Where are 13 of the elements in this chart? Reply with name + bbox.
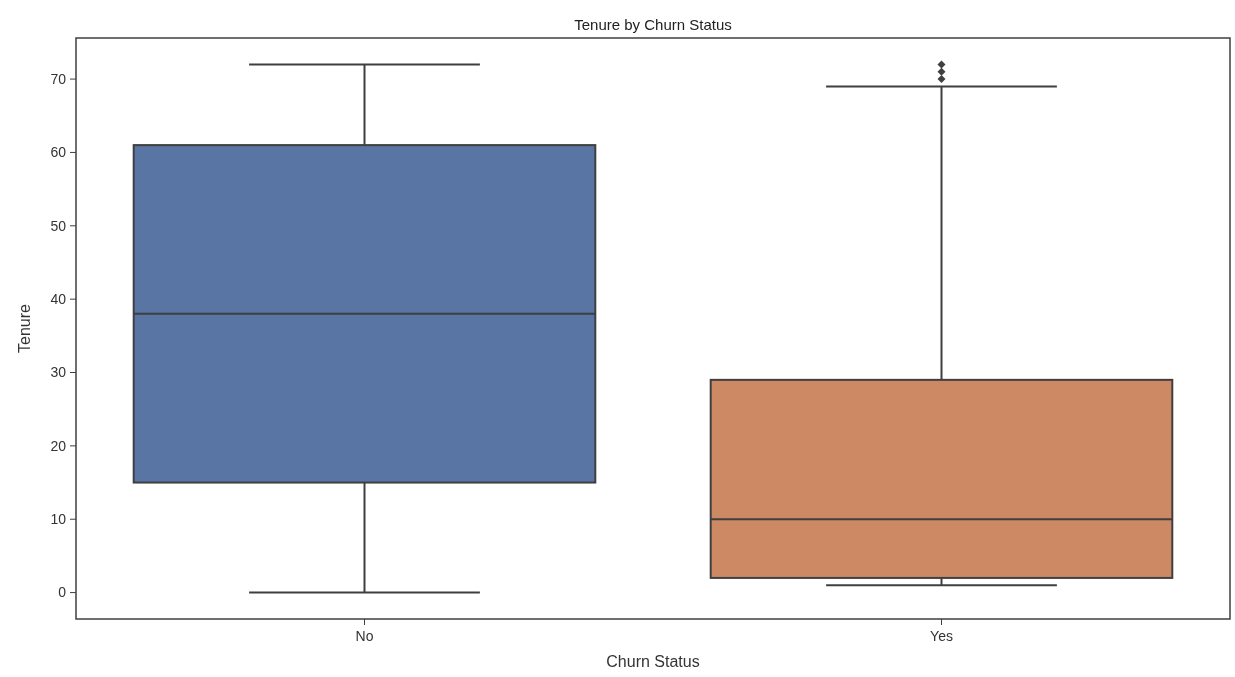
y-tick-label: 70 bbox=[50, 70, 67, 87]
y-tick-label: 20 bbox=[50, 437, 67, 454]
y-tick-label: 30 bbox=[50, 364, 67, 381]
y-axis-title: Tenure bbox=[16, 303, 33, 353]
y-tick-label: 50 bbox=[50, 217, 67, 234]
x-tick-label: No bbox=[355, 628, 374, 644]
y-tick-label: 0 bbox=[58, 584, 67, 601]
y-tick-label: 60 bbox=[50, 144, 67, 161]
chart-title: Tenure by Churn Status bbox=[574, 16, 732, 33]
y-tick-label: 40 bbox=[50, 291, 67, 308]
y-tick-label: 10 bbox=[50, 511, 67, 528]
x-tick-label: Yes bbox=[930, 628, 953, 644]
x-axis-title: Churn Status bbox=[606, 653, 700, 670]
